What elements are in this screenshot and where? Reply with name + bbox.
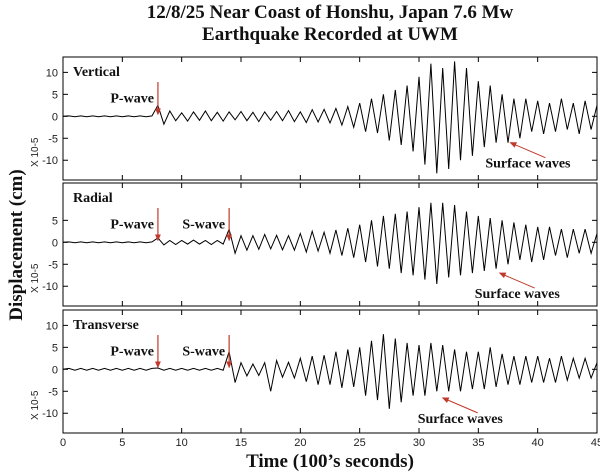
phase-label: P-wave — [110, 91, 154, 106]
x-tick-label: 35 — [472, 437, 484, 449]
surface-arrow — [441, 397, 478, 414]
y-tick-label: -10 — [42, 155, 58, 167]
x-axis-label: Time (100’s seconds) — [246, 451, 414, 472]
scale-label: X 10-5 — [30, 263, 41, 293]
x-tick-label: 10 — [176, 437, 188, 449]
y-tick-label: -10 — [42, 408, 58, 420]
panel-label: Radial — [73, 191, 113, 206]
phase-label: P-wave — [110, 344, 154, 359]
y-tick-label: 5 — [52, 342, 58, 354]
x-tick-label: 25 — [354, 437, 366, 449]
waveform — [62, 334, 598, 409]
chart-title: 12/8/25 Near Coast of Honshu, Japan 7.6 … — [147, 2, 514, 23]
panel-label: Transverse — [73, 318, 139, 333]
phase-label: S-wave — [182, 217, 225, 232]
x-tick-label: 45 — [591, 437, 600, 449]
y-tick-label: -10 — [42, 281, 58, 293]
surface-arrow — [509, 142, 546, 159]
y-axis-label: Displacement (cm) — [6, 169, 27, 320]
y-tick-label: 0 — [52, 111, 58, 123]
x-tick-label: 15 — [235, 437, 247, 449]
surface-label: Surface waves — [475, 287, 561, 302]
phase-label: P-wave — [110, 217, 154, 232]
panel-label: Vertical — [73, 65, 120, 80]
y-tick-label: 10 — [46, 67, 58, 79]
surface-label: Surface waves — [485, 157, 571, 172]
surface-label: Surface waves — [418, 412, 504, 427]
x-tick-label: 0 — [60, 437, 66, 449]
y-tick-label: -5 — [48, 133, 58, 145]
panel-frame — [62, 182, 598, 307]
y-tick-label: 0 — [52, 364, 58, 376]
scale-label: X 10-5 — [30, 390, 41, 420]
x-tick-label: 30 — [413, 437, 425, 449]
panel-frame — [62, 56, 598, 181]
y-tick-label: -5 — [48, 386, 58, 398]
waveform — [62, 202, 598, 285]
panel-frame — [62, 309, 598, 434]
chart-title: Earthquake Recorded at UWM — [202, 24, 458, 45]
y-tick-label: 5 — [52, 89, 58, 101]
y-tick-label: 0 — [52, 237, 58, 249]
y-tick-label: 5 — [52, 215, 58, 227]
x-tick-label: 5 — [119, 437, 125, 449]
y-tick-label: -5 — [48, 259, 58, 271]
phase-label: S-wave — [182, 344, 225, 359]
waveform — [62, 61, 598, 174]
x-tick-label: 20 — [294, 437, 306, 449]
surface-arrow — [498, 272, 535, 289]
x-tick-label: 40 — [532, 437, 544, 449]
y-tick-label: 10 — [46, 320, 58, 332]
scale-label: X 10-5 — [30, 137, 41, 167]
